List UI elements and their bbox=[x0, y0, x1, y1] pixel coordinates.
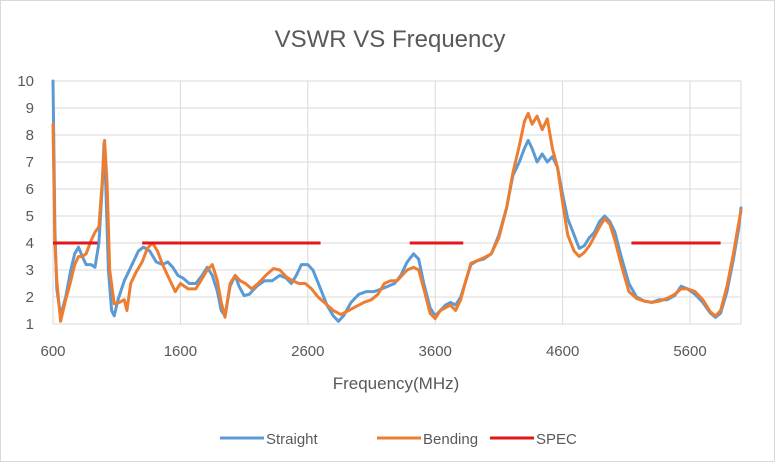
legend-label-straight: Straight bbox=[266, 431, 319, 448]
y-tick-label: 5 bbox=[26, 208, 34, 225]
y-tick-label: 7 bbox=[26, 154, 34, 171]
series-lines bbox=[51, 79, 743, 323]
x-tick-label: 600 bbox=[40, 343, 65, 360]
series-line-bending bbox=[51, 111, 743, 323]
x-tick-labels: 600 1600 2600 3600 4600 5600 bbox=[40, 343, 706, 360]
x-tick-label: 4600 bbox=[546, 343, 579, 360]
x-tick-label: 3600 bbox=[419, 343, 452, 360]
y-tick-label: 3 bbox=[26, 262, 34, 279]
x-tick-label: 1600 bbox=[164, 343, 197, 360]
legend-label-spec: SPEC bbox=[536, 431, 577, 448]
legend-label-bending: Bending bbox=[423, 431, 478, 448]
y-tick-label: 9 bbox=[26, 100, 34, 117]
grid bbox=[52, 80, 742, 325]
x-tick-label: 5600 bbox=[673, 343, 706, 360]
x-axis-title: Frequency(MHz) bbox=[333, 374, 460, 393]
x-tick-label: 2600 bbox=[291, 343, 324, 360]
y-tick-label: 10 bbox=[17, 73, 34, 90]
y-tick-labels: 1 2 3 4 5 6 7 8 9 10 bbox=[17, 73, 34, 333]
y-tick-label: 1 bbox=[26, 316, 34, 333]
y-tick-label: 6 bbox=[26, 181, 34, 198]
chart-title: VSWR VS Frequency bbox=[275, 26, 506, 53]
y-tick-label: 2 bbox=[26, 289, 34, 306]
legend: Straight Bending SPEC bbox=[220, 431, 577, 448]
series-line-straight bbox=[51, 79, 743, 323]
y-tick-label: 8 bbox=[26, 127, 34, 144]
y-tick-label: 4 bbox=[26, 235, 34, 252]
